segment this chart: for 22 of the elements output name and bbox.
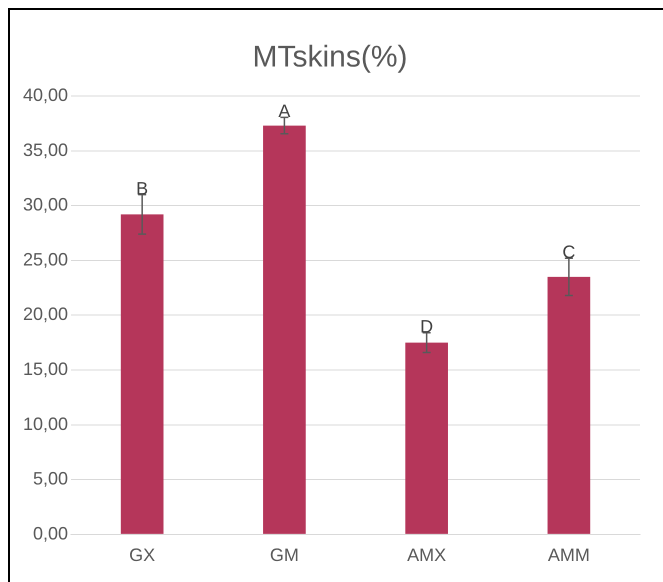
y-tick-label: 20,00 [22,304,68,324]
y-tick-label: 5,00 [32,468,68,489]
annotation: B [136,178,148,199]
y-tick-label: 0,00 [32,523,68,544]
y-tick-label: 30,00 [22,194,68,215]
x-tick-label: GX [129,545,156,566]
y-tick-label: 35,00 [22,140,68,160]
bar [263,126,306,534]
bar [548,276,590,534]
y-tick-label: 15,00 [22,358,68,379]
annotation: C [562,242,576,262]
x-tick-label: GM [270,545,299,566]
x-tick-label: AMM [548,545,590,566]
y-tick-label: 10,00 [22,414,68,434]
bar [405,342,448,534]
y-tick-label: 25,00 [22,249,68,270]
y-tick-label: 40,00 [22,84,68,105]
annotation: A [278,100,290,121]
annotation: D [420,316,434,337]
chart-title: MTskins(%) [252,40,408,74]
bar [120,214,164,534]
x-tick-label: AMX [407,545,446,566]
